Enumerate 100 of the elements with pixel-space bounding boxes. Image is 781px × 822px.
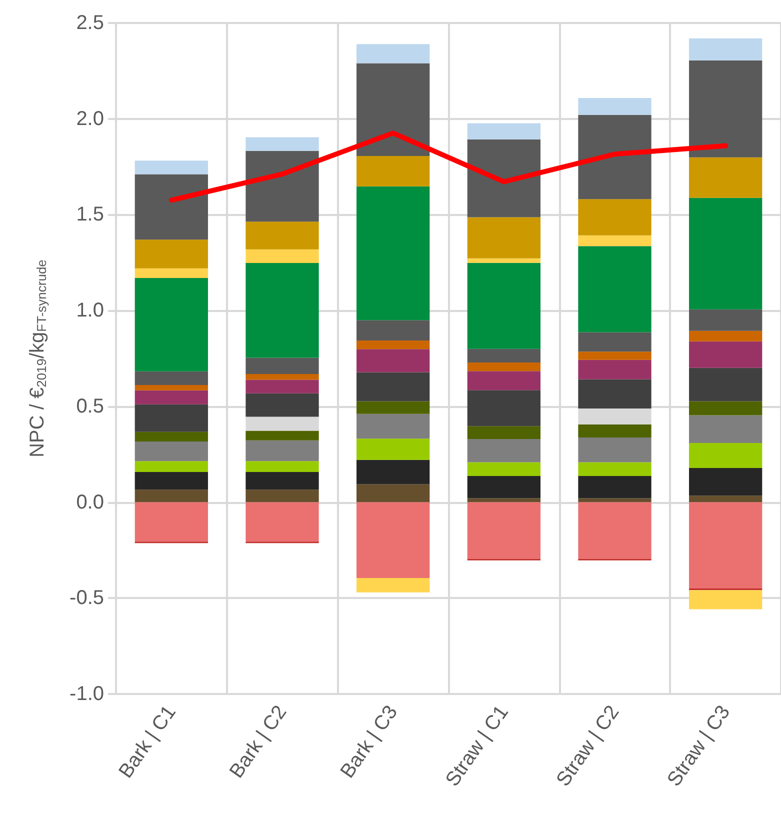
bar [467,258,540,263]
bar [356,372,430,402]
bar [578,462,652,476]
y-tick-label: -1.0 [70,683,104,705]
bar [578,98,652,115]
bar [689,309,762,331]
bar [356,414,430,439]
bar [356,320,430,340]
bar [578,235,652,246]
bar [578,476,652,498]
y-axis-title: NPC / €2019/kgFT-syncrude [26,260,49,458]
bar [356,460,430,484]
bar [246,380,319,394]
bar [689,502,762,589]
bar [134,268,208,278]
bar [689,443,762,468]
bar [467,462,540,476]
bar [689,198,762,310]
bar [356,156,430,186]
bar [246,472,319,490]
bar [356,401,430,414]
bar [578,424,652,438]
bar [246,461,319,472]
bar [356,438,430,460]
bar [578,332,652,352]
bar [689,341,762,368]
bar [467,390,540,426]
bar [689,368,762,402]
y-tick-label: 2.0 [76,108,104,130]
bar [134,371,208,385]
bar [356,578,430,592]
y-tick-label: 2.5 [76,12,104,34]
bar [246,222,319,250]
bar [467,371,540,390]
bar [467,426,540,440]
bar [246,440,319,462]
bar [246,150,319,222]
bar [134,240,208,268]
y-tick-label: 1.0 [76,300,104,322]
bar [134,442,208,462]
bar [246,490,319,502]
bar [134,390,208,404]
bar [578,199,652,236]
bar [246,430,319,440]
bar [467,348,540,363]
bar [689,590,762,610]
bar [467,502,540,559]
bar [134,432,208,442]
bar [246,358,319,374]
bar [467,362,540,372]
bar [689,496,762,502]
bar [356,63,430,156]
bar [356,349,430,372]
bar [134,502,208,542]
bar [578,352,652,360]
y-tick-label: 0.5 [76,395,104,418]
y-tick-label: -0.5 [70,587,104,610]
bar [689,468,762,496]
bar [467,476,540,498]
bar [467,498,540,502]
bar [246,416,319,431]
bar [467,123,540,140]
bar [689,60,762,158]
bar [467,139,540,218]
y-tick-label: 0.0 [76,491,104,514]
bar [578,498,652,502]
bar [356,44,430,64]
bar [246,393,319,417]
bar [134,472,208,490]
bar [246,249,319,264]
bar [356,484,430,502]
bar [134,174,208,240]
bar [689,330,762,342]
y-tick-label: 1.5 [76,204,104,226]
bar [356,340,430,350]
bar [134,404,208,432]
bar [134,384,208,390]
bar [467,262,540,349]
bar [246,374,319,380]
bar [578,246,652,332]
bar [578,408,652,424]
bar [467,217,540,258]
bar [689,38,762,60]
bar [578,437,652,462]
bar [689,401,762,416]
bar [356,502,430,578]
bar [578,114,652,200]
bar [689,415,762,444]
bar [246,137,319,151]
bar [246,502,319,542]
bar [356,186,430,320]
bar [578,379,652,409]
bar [578,502,652,559]
bar [467,439,540,462]
bar [134,278,208,372]
bar [134,461,208,472]
bar [134,490,208,502]
bar [246,263,319,358]
bar [689,157,762,198]
bar [134,160,208,174]
